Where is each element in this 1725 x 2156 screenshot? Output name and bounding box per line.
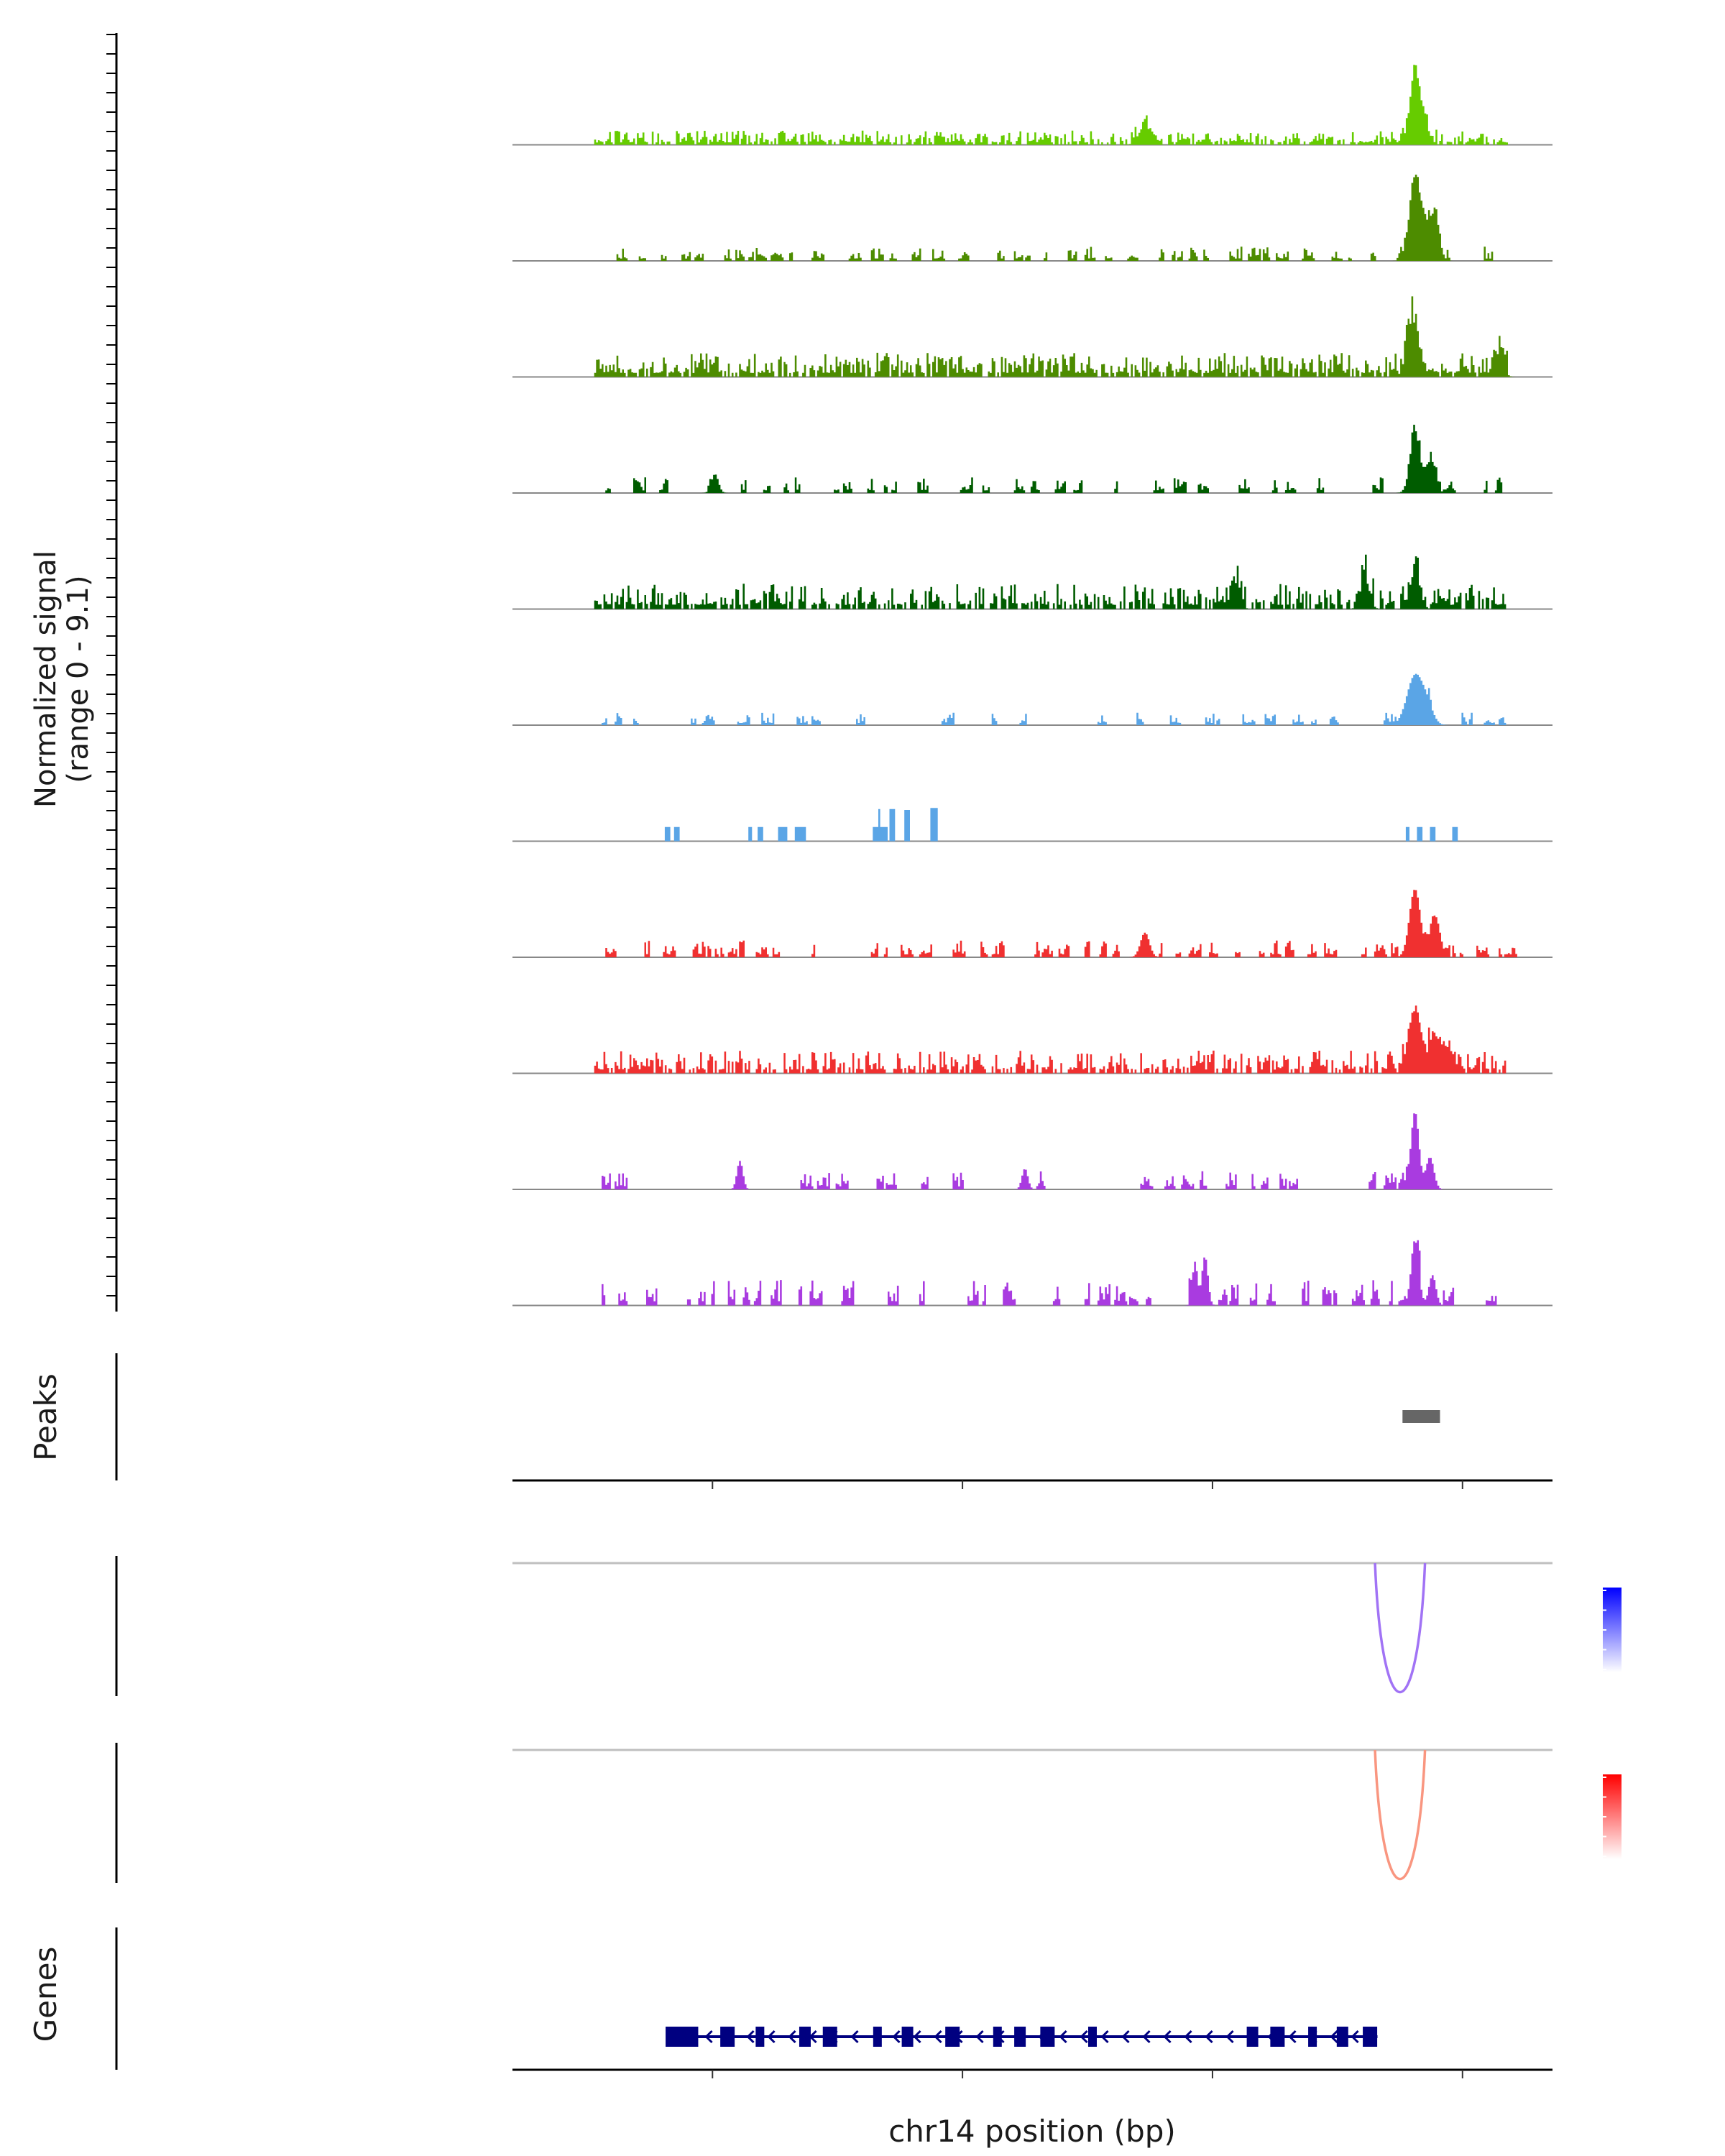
gene-exon (1246, 2027, 1259, 2047)
coverage-track (512, 808, 1552, 842)
gene-exon (720, 2027, 735, 2047)
x-axis-title: chr14 position (bp) (888, 2114, 1176, 2149)
gene-exon (1087, 2027, 1097, 2047)
gene-strand-arrow (1163, 2030, 1172, 2044)
gene-exon (1014, 2027, 1026, 2047)
gene-strand-arrow (913, 2030, 921, 2044)
gene-strand-arrow (1100, 2030, 1109, 2044)
coverage-signal-area (512, 808, 1552, 842)
coverage-signal-area (512, 425, 1552, 493)
gene-strand-arrow (746, 2030, 755, 2044)
coverage-track (512, 1005, 1552, 1074)
link-arc (1374, 1749, 1427, 1880)
coverage-track (512, 673, 1552, 726)
gene-exon (1336, 2027, 1348, 2047)
coverage-ylabel: Normalized signal (29, 550, 63, 808)
coverage-track (512, 554, 1552, 610)
coverage-tracks (512, 65, 1552, 1307)
gene-strand-arrow (850, 2030, 859, 2044)
coverage-signal-area (512, 65, 1552, 145)
gene-strand-arrow (1142, 2030, 1151, 2044)
gene-strand-arrow (704, 2030, 713, 2044)
gene-exon (993, 2027, 1002, 2047)
gene-strand-arrow (1351, 2030, 1359, 2044)
gene-exon (822, 2027, 837, 2047)
gene-strand-arrow (975, 2030, 984, 2044)
gene-model (666, 2027, 1378, 2047)
gene-strand-arrow (1288, 2030, 1297, 2044)
coverage-signal-area (512, 673, 1552, 725)
coverage-signal-area (512, 175, 1552, 261)
coverage-track (512, 65, 1552, 146)
gene-exon (686, 2027, 699, 2047)
links-tracks (115, 1556, 1622, 1883)
x-axis-bottom (712, 2070, 1463, 2078)
gene-exon (945, 2027, 960, 2047)
gene-exon (1363, 2027, 1378, 2047)
genes-track-label: Genes (28, 1947, 63, 2042)
gene-strand-arrow (767, 2030, 776, 2044)
coverage-signal-area (512, 554, 1552, 609)
gene-exon (1040, 2027, 1055, 2047)
coverage-track (512, 175, 1552, 262)
gene-strand-arrow (1225, 2030, 1234, 2044)
coverage-yrange-label: (range 0 - 9.1) (62, 575, 95, 783)
coverage-signal-area (512, 1240, 1552, 1306)
gene-exon (873, 2027, 882, 2047)
coverage-track (512, 890, 1552, 958)
coverage-track (512, 1240, 1552, 1307)
gene-strand-arrow (788, 2030, 796, 2044)
peak-region (1402, 1410, 1440, 1423)
gene-strand-arrow (1330, 2030, 1338, 2044)
gene-strand-arrow (1205, 2030, 1213, 2044)
coverage-signal-area (512, 1113, 1552, 1189)
coverage-track (512, 296, 1552, 378)
coverage-track (512, 1113, 1552, 1190)
peaks-track (1402, 1410, 1440, 1423)
links-track (115, 1743, 1622, 1883)
gene-strand-arrow (1080, 2030, 1088, 2044)
link-arc (1374, 1562, 1427, 1693)
peaks-track-label: Peaks (28, 1373, 63, 1461)
gene-strand-arrow (1121, 2030, 1130, 2044)
links-track (115, 1556, 1622, 1696)
gene-exon (755, 2027, 765, 2047)
gene-strand-arrow (1184, 2030, 1192, 2044)
coverage-signal-area (512, 296, 1552, 377)
gene-exon (901, 2027, 914, 2047)
gene-strand-arrow (934, 2030, 942, 2044)
gene-exon (1308, 2027, 1317, 2047)
coverage-track (512, 425, 1552, 494)
genes-track (666, 2027, 1378, 2047)
gene-exon (799, 2027, 811, 2047)
coverage-signal-area (512, 1005, 1552, 1074)
gene-strand-arrow (892, 2030, 901, 2044)
x-axis-top (712, 1480, 1463, 1489)
coverage-signal-area (512, 890, 1552, 957)
gene-exon (1270, 2027, 1285, 2047)
gene-strand-arrow (1059, 2030, 1067, 2044)
coverage-y-ticks (106, 34, 116, 1296)
